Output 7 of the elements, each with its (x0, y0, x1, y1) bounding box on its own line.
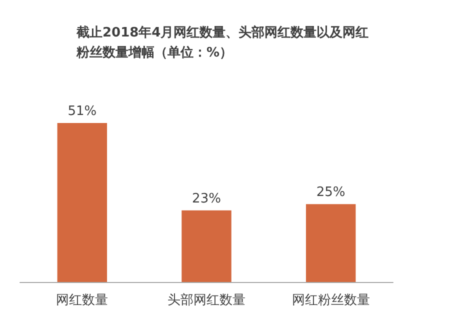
x-tick-label: 网红粉丝数量 (292, 293, 370, 308)
data-label: 25% (316, 185, 346, 200)
data-label: 23% (192, 191, 221, 206)
chart-title: 截止2018年4月网红数量、头部网红数量以及网红粉丝数量增幅（单位：%） (76, 24, 369, 60)
x-tick-label: 头部网红数量 (168, 293, 246, 308)
x-tick-label: 网红数量 (56, 293, 108, 308)
data-label: 51% (68, 104, 97, 120)
